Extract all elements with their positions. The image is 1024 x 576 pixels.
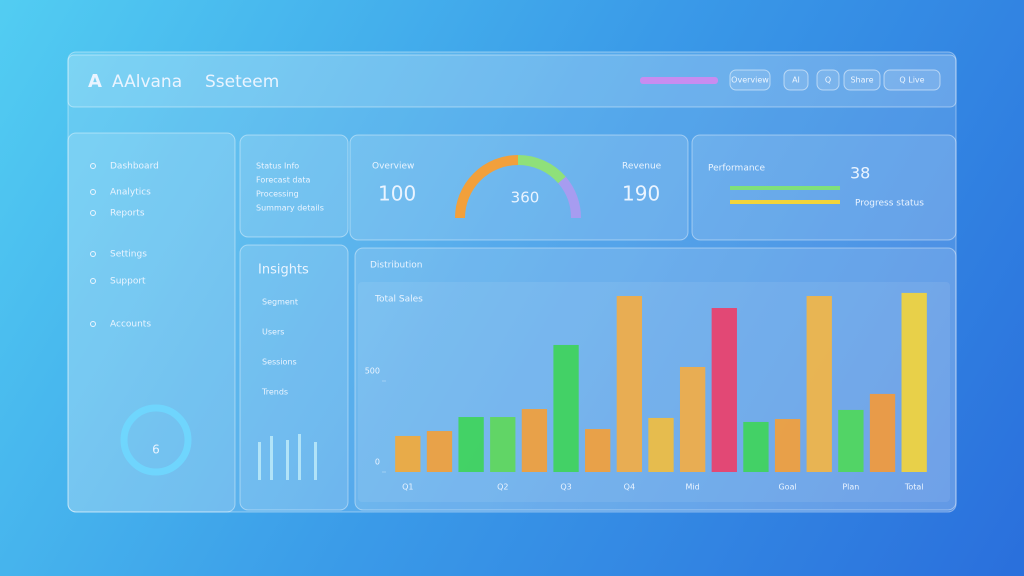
bar xyxy=(869,393,896,472)
header-button[interactable] xyxy=(843,69,881,91)
spark-bar xyxy=(270,436,273,480)
progress-title: Performance xyxy=(708,164,765,174)
spark-bar xyxy=(298,434,301,480)
header-button-label: Overview xyxy=(731,76,769,85)
brand: AAlvana xyxy=(112,72,182,92)
nav-dot xyxy=(90,278,96,284)
logo: A xyxy=(88,71,102,92)
legend-label: Total Sales xyxy=(374,295,423,305)
x-tick-label: Goal xyxy=(778,483,796,492)
x-tick-label: Plan xyxy=(842,483,859,492)
ring-label: 6 xyxy=(152,443,160,457)
nav-item[interactable]: Analytics xyxy=(110,188,151,198)
progress-value: 38 xyxy=(850,164,870,183)
info-line: Status Info xyxy=(256,162,299,171)
x-tick-label: Q2 xyxy=(497,483,508,492)
bar xyxy=(838,409,864,472)
spark-bar xyxy=(286,440,289,480)
header-button[interactable] xyxy=(729,69,771,91)
nav-item[interactable]: Accounts xyxy=(110,320,151,330)
spark-bar xyxy=(314,442,317,480)
bar xyxy=(806,296,832,472)
spark-bar xyxy=(258,442,261,480)
bar xyxy=(553,344,579,472)
nav-item[interactable]: Support xyxy=(110,277,146,287)
gauge-arc xyxy=(558,176,582,219)
bar xyxy=(901,292,927,472)
kpi-value: 100 xyxy=(378,182,416,206)
sidebar xyxy=(67,132,236,513)
header-bar xyxy=(640,77,718,84)
bar xyxy=(648,417,674,472)
ring xyxy=(120,404,192,476)
nav-item[interactable]: Reports xyxy=(110,209,145,219)
gauge-value: 360 xyxy=(511,189,540,207)
side-line: Trends xyxy=(261,388,288,397)
nav-dot xyxy=(90,210,96,216)
progress-bar xyxy=(730,200,840,204)
bar xyxy=(616,296,643,472)
bar xyxy=(585,429,611,472)
bar xyxy=(774,419,801,472)
header xyxy=(67,54,957,108)
y-tick-label: 500 xyxy=(365,367,380,376)
y-tick-label: 0 xyxy=(375,458,380,467)
bar xyxy=(490,417,516,472)
bar xyxy=(521,409,548,472)
nav-dot xyxy=(90,251,96,257)
header-button-label: Q xyxy=(825,76,831,85)
x-tick-label: Q1 xyxy=(402,483,413,492)
side-title: Insights xyxy=(258,263,309,278)
nav-dot xyxy=(90,189,96,195)
chart-title: Distribution xyxy=(370,261,423,271)
info-line: Forecast data xyxy=(256,176,311,185)
bar xyxy=(395,435,421,472)
bar xyxy=(711,308,737,472)
side-line: Sessions xyxy=(262,358,297,367)
bar xyxy=(458,417,484,472)
gauge-arc xyxy=(455,155,519,219)
header-button-label: Share xyxy=(850,76,873,85)
progress-caption: Progress status xyxy=(855,199,924,209)
header-button-label: Q Live xyxy=(899,76,924,85)
side-panel xyxy=(239,244,349,511)
bar xyxy=(743,421,769,472)
nav-item[interactable]: Dashboard xyxy=(110,162,159,172)
kpi-label: Revenue xyxy=(622,162,662,172)
kpi-panel xyxy=(349,134,689,241)
header-title: Sseteem xyxy=(205,72,279,92)
header-button[interactable] xyxy=(883,69,941,91)
header-button[interactable] xyxy=(783,69,809,91)
bar xyxy=(426,431,453,472)
bar xyxy=(679,366,706,472)
info-panel xyxy=(239,134,349,238)
x-tick-label: Q3 xyxy=(560,483,571,492)
x-tick-label: Total xyxy=(904,483,924,492)
info-line: Summary details xyxy=(256,204,324,213)
side-line: Users xyxy=(262,328,284,337)
info-line: Processing xyxy=(256,190,299,199)
progress-bar xyxy=(730,186,840,190)
gauge-arc xyxy=(517,154,566,184)
kpi-label: Overview xyxy=(372,162,414,172)
x-tick-label: Mid xyxy=(686,483,700,492)
kpi-value: 190 xyxy=(622,182,660,206)
x-tick-label: Q4 xyxy=(624,483,635,492)
nav-dot xyxy=(90,321,96,327)
nav-item[interactable]: Settings xyxy=(110,250,147,260)
nav-dot xyxy=(90,163,96,169)
side-line: Segment xyxy=(262,298,298,307)
header-button-label: AI xyxy=(792,76,800,85)
header-button[interactable] xyxy=(816,69,840,91)
